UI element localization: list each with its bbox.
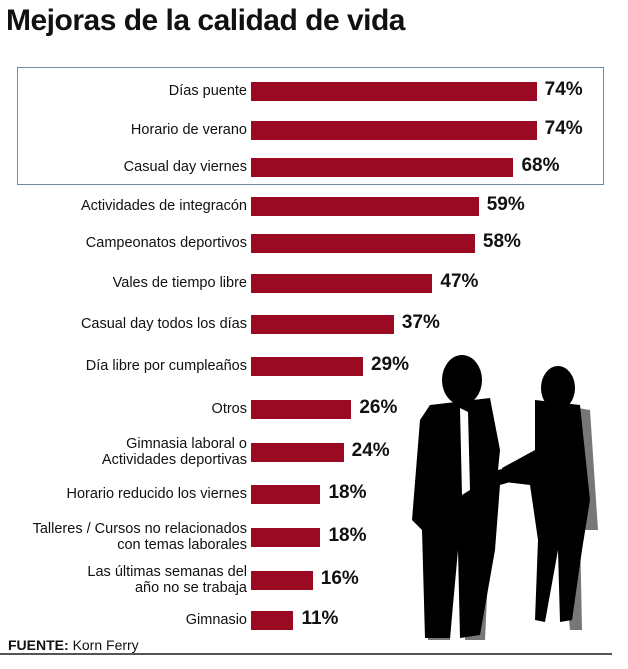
value-label: 47%	[440, 271, 479, 292]
value-label: 58%	[482, 231, 521, 252]
handshake-silhouette-icon	[412, 355, 598, 640]
bar	[251, 81, 537, 101]
source-note: FUENTE: Korn Ferry	[8, 637, 139, 653]
bar	[251, 527, 321, 547]
bar	[251, 399, 352, 419]
value-label: 18%	[328, 525, 367, 546]
category-label: Horario de verano	[130, 122, 247, 138]
value-label: 29%	[370, 354, 409, 375]
source-text: Korn Ferry	[72, 637, 139, 653]
category-label: Días puente	[168, 83, 247, 99]
value-label: 74%	[544, 79, 583, 100]
bar	[251, 157, 514, 177]
value-label: 26%	[359, 397, 398, 418]
category-label: Actividades de integracón	[80, 198, 247, 214]
value-label: 37%	[401, 312, 440, 333]
source-label: FUENTE:	[8, 637, 69, 653]
category-label: Otros	[211, 401, 247, 417]
category-label: Vales de tiempo libre	[112, 275, 247, 291]
category-label: Casual day todos los días	[80, 316, 247, 332]
category-label: Día libre por cumpleaños	[85, 358, 247, 374]
value-label: 11%	[301, 608, 339, 629]
value-label: 18%	[328, 482, 367, 503]
highlight-box	[17, 67, 604, 185]
bar	[251, 314, 394, 334]
value-label: 68%	[521, 155, 560, 176]
category-label: Las últimas semanas del año no se trabaj…	[87, 564, 247, 596]
bar	[251, 610, 294, 630]
category-label: Gimnasia laboral o Actividades deportiva…	[101, 436, 247, 468]
value-label: 16%	[320, 568, 359, 589]
category-label: Campeonatos deportivos	[85, 235, 247, 251]
bar	[251, 570, 313, 590]
value-label: 59%	[486, 194, 525, 215]
bar	[251, 356, 363, 376]
bar	[251, 196, 479, 216]
category-label: Gimnasio	[185, 612, 247, 628]
category-label: Talleres / Cursos no relacionados con te…	[32, 521, 247, 553]
bar	[251, 273, 433, 293]
value-label: 74%	[544, 118, 583, 139]
bottom-divider	[0, 653, 612, 655]
bar	[251, 233, 475, 253]
bar	[251, 484, 321, 504]
bar	[251, 120, 537, 140]
value-label: 24%	[351, 440, 390, 461]
chart-title: Mejoras de la calidad de vida	[6, 4, 406, 37]
bar	[251, 442, 344, 462]
category-label: Horario reducido los viernes	[66, 486, 247, 502]
category-label: Casual day viernes	[123, 159, 247, 175]
